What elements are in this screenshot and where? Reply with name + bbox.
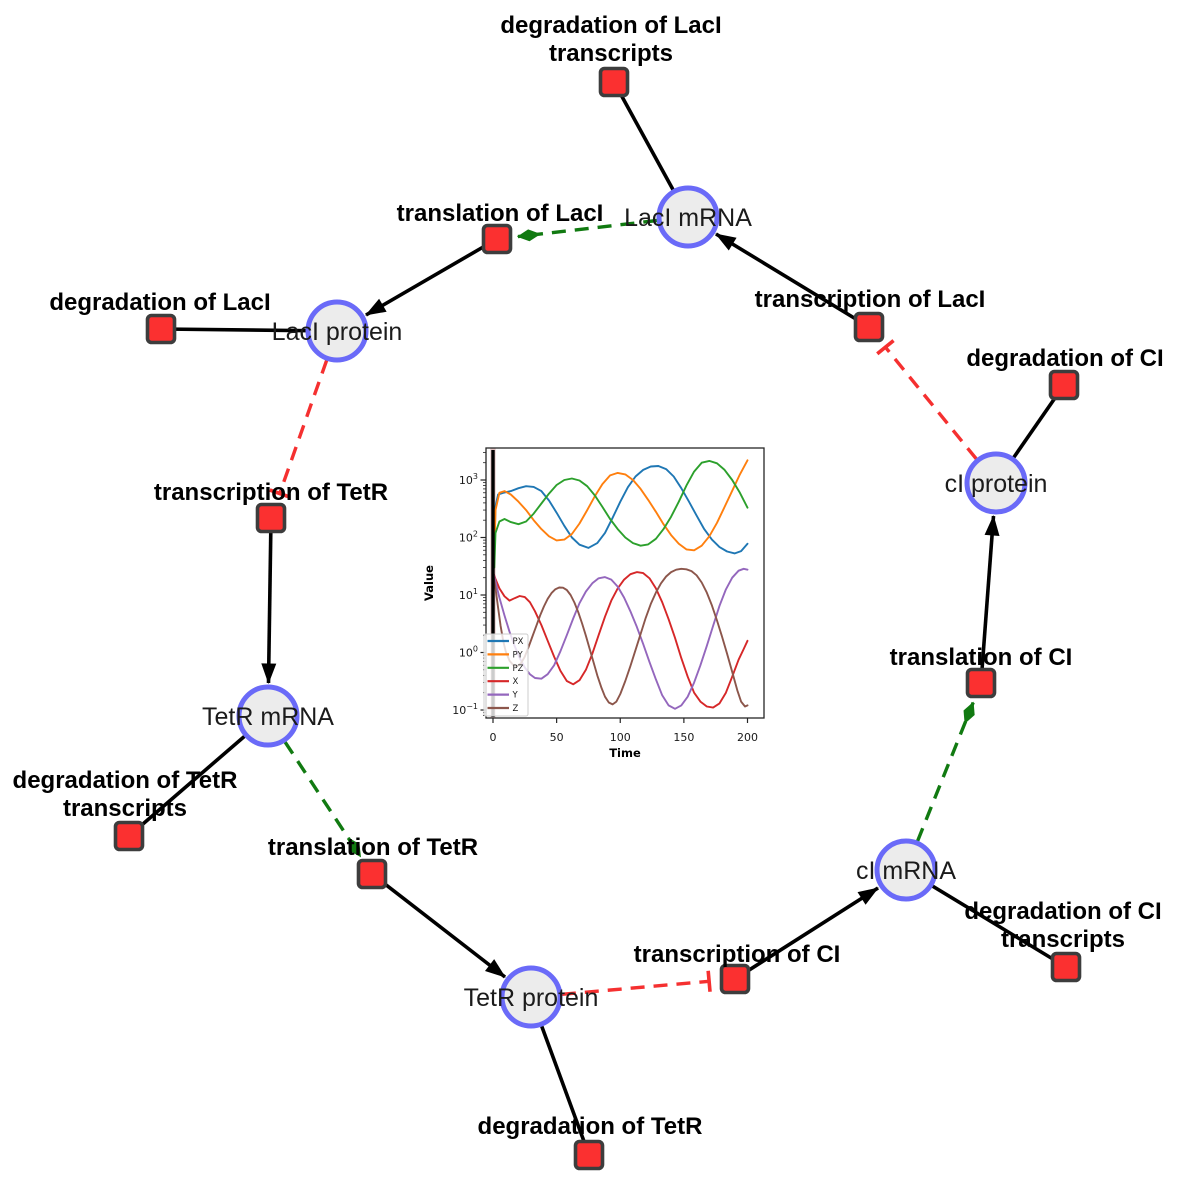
species-node-laci-mrna[interactable] — [656, 185, 720, 249]
reaction-node-degradation-laci[interactable] — [145, 313, 177, 345]
reaction-node-transcription-ci[interactable] — [719, 963, 751, 995]
reaction-label-degradation-laci: degradation of LacI — [49, 289, 270, 316]
reaction-label-translation-ci: translation of CI — [890, 644, 1073, 671]
legend-label-py: PY — [513, 650, 524, 660]
edge-laci-protein-inhibits-transcription-tetr[interactable] — [269, 359, 329, 499]
species-label-tetr-protein: TetR protein — [464, 984, 599, 1012]
edge-transcription-ci-to-ci-mrna[interactable] — [734, 886, 879, 981]
reaction-node-transcription-laci[interactable] — [853, 311, 885, 343]
x-axis-title: Time — [609, 746, 641, 760]
plot-legend: PX PY PZ XYZ — [483, 633, 529, 717]
edge-tetr-protein-inhibits-transcription-ci[interactable] — [561, 970, 712, 996]
x-tick-label: 0 — [490, 731, 497, 744]
reaction-label-degradation-ci: degradation of CI — [966, 345, 1163, 372]
species-label-ci-protein: cI protein — [945, 470, 1048, 498]
reaction-node-translation-tetr[interactable] — [356, 858, 388, 890]
species-node-tetr-protein[interactable] — [499, 965, 563, 1029]
legend-label-z: Z — [513, 704, 519, 714]
reaction-node-degradation-ci-transcripts[interactable] — [1050, 951, 1082, 983]
plot-frame — [485, 447, 765, 719]
y-tick-label: 10−1 — [452, 702, 478, 717]
species-label-ci-mrna: cI mRNA — [856, 857, 956, 885]
edge-translation-tetr-to-tetr-protein[interactable] — [370, 872, 507, 979]
series-x — [492, 571, 749, 709]
species-label-tetr-mrna: TetR mRNA — [202, 703, 334, 731]
x-tick-label: 50 — [550, 731, 564, 744]
edge-ci-protein-inhibits-transcription-laci[interactable] — [876, 339, 978, 461]
reaction-label-translation-tetr: translation of TetR — [268, 834, 478, 861]
species-node-ci-protein[interactable] — [964, 451, 1028, 515]
reaction-label-degradation-laci-transcripts-line1: degradation of LacI — [500, 12, 721, 39]
series-px — [493, 465, 749, 555]
y-axis-title: Value — [422, 565, 436, 601]
reaction-label-degradation-laci-transcripts-line2: transcripts — [549, 40, 673, 67]
series-py — [493, 459, 749, 562]
reaction-node-degradation-tetr-transcripts[interactable] — [113, 820, 145, 852]
x-tick-label: 150 — [673, 731, 694, 744]
species-label-laci-protein: LacI protein — [272, 318, 403, 346]
timecourse-plot: 0 50 100 150 200 103 102 101 100 10−1 PX PY PZ XYZ T… — [422, 447, 765, 760]
reaction-label-degradation-tetr-transcripts-line2: transcripts — [63, 795, 187, 822]
reaction-label-degradation-ci-transcripts-line1: degradation of CI — [964, 898, 1161, 925]
y-tick-label: 103 — [459, 472, 478, 487]
legend-label-x: X — [513, 677, 519, 687]
reaction-label-degradation-ci-transcripts-line2: transcripts — [1001, 926, 1125, 953]
y-tick-label: 102 — [459, 530, 478, 545]
edge-translation-laci-to-laci-protein[interactable] — [365, 237, 498, 317]
species-label-laci-mrna: LacI mRNA — [624, 204, 752, 232]
x-tick-label: 100 — [610, 731, 631, 744]
species-node-tetr-mrna[interactable] — [236, 684, 300, 748]
reaction-node-translation-laci[interactable] — [481, 223, 513, 255]
reaction-label-transcription-tetr: transcription of TetR — [154, 479, 388, 506]
edge-translation-ci-to-ci-protein[interactable] — [979, 515, 1000, 684]
legend-label-px: PX — [513, 637, 524, 647]
legend-label-y: Y — [512, 691, 519, 701]
species-node-laci-protein[interactable] — [305, 299, 369, 363]
reaction-label-transcription-ci: transcription of CI — [634, 941, 841, 968]
y-tick-label: 101 — [459, 587, 478, 602]
reaction-label-transcription-laci: transcription of LacI — [755, 286, 986, 313]
edge-transcription-laci-to-laci-mrna[interactable] — [715, 232, 870, 329]
edge-ci-mrna-catalyzes-translation[interactable] — [915, 701, 975, 842]
y-tick-label: 100 — [459, 645, 478, 660]
reaction-label-translation-laci: translation of LacI — [397, 200, 604, 227]
reaction-node-degradation-laci-transcripts[interactable] — [598, 66, 630, 98]
reaction-node-transcription-tetr[interactable] — [255, 502, 287, 534]
reaction-node-degradation-tetr[interactable] — [573, 1139, 605, 1171]
reaction-label-degradation-tetr: degradation of TetR — [478, 1113, 703, 1140]
series-pz — [493, 459, 749, 569]
legend-label-pz: PZ — [513, 664, 524, 674]
x-tick-label: 200 — [737, 731, 758, 744]
edge-laci-mrna-catalyzes-translation[interactable] — [516, 218, 658, 242]
species-node-ci-mrna[interactable] — [874, 838, 938, 902]
reaction-label-degradation-tetr-transcripts-line1: degradation of TetR — [13, 767, 238, 794]
edge-transcription-tetr-to-tetr-mrna[interactable] — [261, 517, 277, 684]
reaction-node-degradation-ci[interactable] — [1048, 369, 1080, 401]
reaction-node-translation-ci[interactable] — [965, 667, 997, 699]
